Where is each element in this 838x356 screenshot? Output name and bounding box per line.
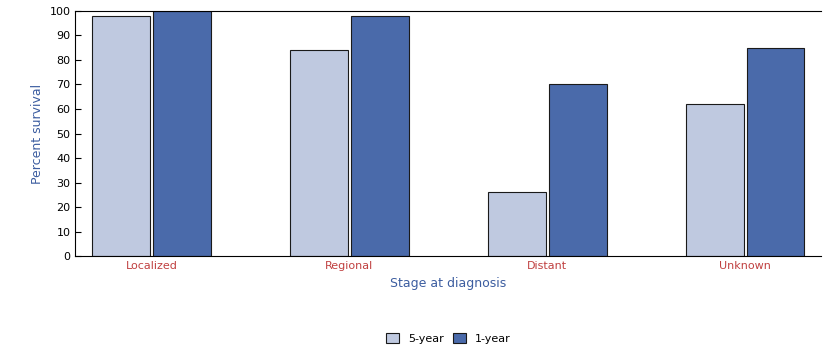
- Bar: [153, 11, 211, 256]
- Bar: [92, 16, 150, 256]
- Bar: [488, 193, 546, 256]
- Bar: [290, 50, 348, 256]
- Bar: [351, 16, 409, 256]
- Y-axis label: Percent survival: Percent survival: [31, 83, 44, 184]
- Bar: [685, 104, 743, 256]
- X-axis label: Stage at diagnosis: Stage at diagnosis: [391, 277, 506, 290]
- Bar: [549, 84, 607, 256]
- Legend: 5-year, 1-year: 5-year, 1-year: [386, 333, 510, 344]
- Bar: [747, 48, 804, 256]
